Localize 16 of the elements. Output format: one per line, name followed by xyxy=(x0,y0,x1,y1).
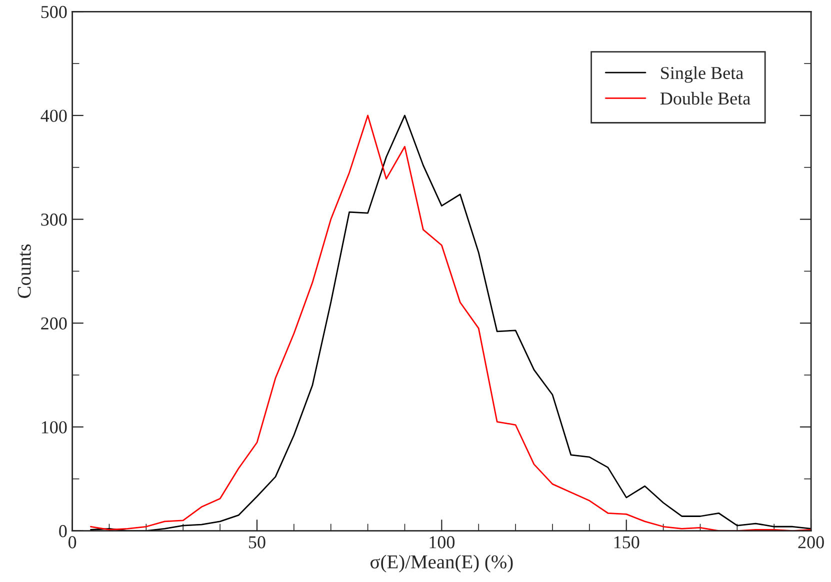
legend-label: Double Beta xyxy=(660,92,750,105)
y-axis-title: Counts xyxy=(18,244,31,298)
x-tick-label: 200 xyxy=(798,536,824,548)
y-tick-label: 500 xyxy=(41,6,67,18)
y-tick-label: 200 xyxy=(41,317,67,330)
line-series xyxy=(90,114,812,531)
x-axis-title: σ(E)/Mean(E) (%) xyxy=(370,554,513,572)
y-tick-label: 0 xyxy=(59,525,67,538)
x-tick-label: 100 xyxy=(430,536,455,548)
y-tick-label: 300 xyxy=(41,214,67,226)
y-tick-label: 400 xyxy=(40,110,67,122)
x-tick-label: 50 xyxy=(249,536,266,548)
y-tick-label: 100 xyxy=(42,421,67,434)
x-tick-label: 150 xyxy=(614,536,640,548)
x-tick-label: 0 xyxy=(68,536,76,548)
legend-label: Single Beta xyxy=(661,66,744,83)
